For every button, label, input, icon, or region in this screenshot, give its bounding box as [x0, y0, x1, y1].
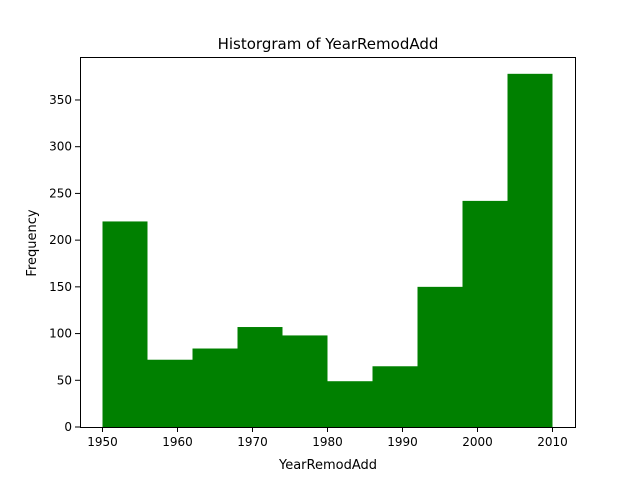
y-axis-label: Frequency — [25, 209, 40, 276]
histogram-bar-3 — [237, 327, 283, 427]
y-tick-label: 150 — [49, 280, 72, 294]
histogram-bar-9 — [507, 73, 553, 428]
histogram-bar-8 — [462, 200, 508, 427]
histogram-bar-0 — [102, 221, 148, 427]
y-tick-label: 350 — [49, 93, 72, 107]
histogram-bar-4 — [282, 335, 328, 427]
x-axis-label: YearRemodAdd — [278, 458, 377, 473]
histogram-bar-5 — [327, 381, 373, 427]
x-tick-label: 1960 — [162, 435, 193, 449]
histogram-bar-2 — [192, 348, 238, 427]
y-tick-label: 100 — [49, 327, 72, 341]
y-tick-label: 300 — [49, 140, 72, 154]
chart-title: Historgram of YearRemodAdd — [218, 35, 439, 53]
x-tick-label: 1980 — [312, 435, 343, 449]
y-tick-label: 0 — [64, 420, 72, 434]
y-tick-label: 50 — [57, 373, 72, 387]
histogram-bar-6 — [372, 366, 418, 427]
histogram-bar-7 — [417, 286, 463, 427]
histogram-bar-1 — [147, 359, 193, 427]
y-tick-label: 200 — [49, 233, 72, 247]
x-tick-label: 2000 — [462, 435, 493, 449]
y-tick-label: 250 — [49, 186, 72, 200]
x-tick-label: 1950 — [87, 435, 118, 449]
plot-frame — [80, 57, 576, 428]
x-tick-label: 1990 — [387, 435, 418, 449]
y-axis: 0 50 100 150 200 250 300 350 — [49, 93, 80, 434]
bars-group — [102, 73, 553, 428]
x-tick-label: 2010 — [537, 435, 568, 449]
x-axis: 1950 1960 1970 1980 1990 2000 2010 — [87, 427, 568, 449]
x-tick-label: 1970 — [237, 435, 268, 449]
